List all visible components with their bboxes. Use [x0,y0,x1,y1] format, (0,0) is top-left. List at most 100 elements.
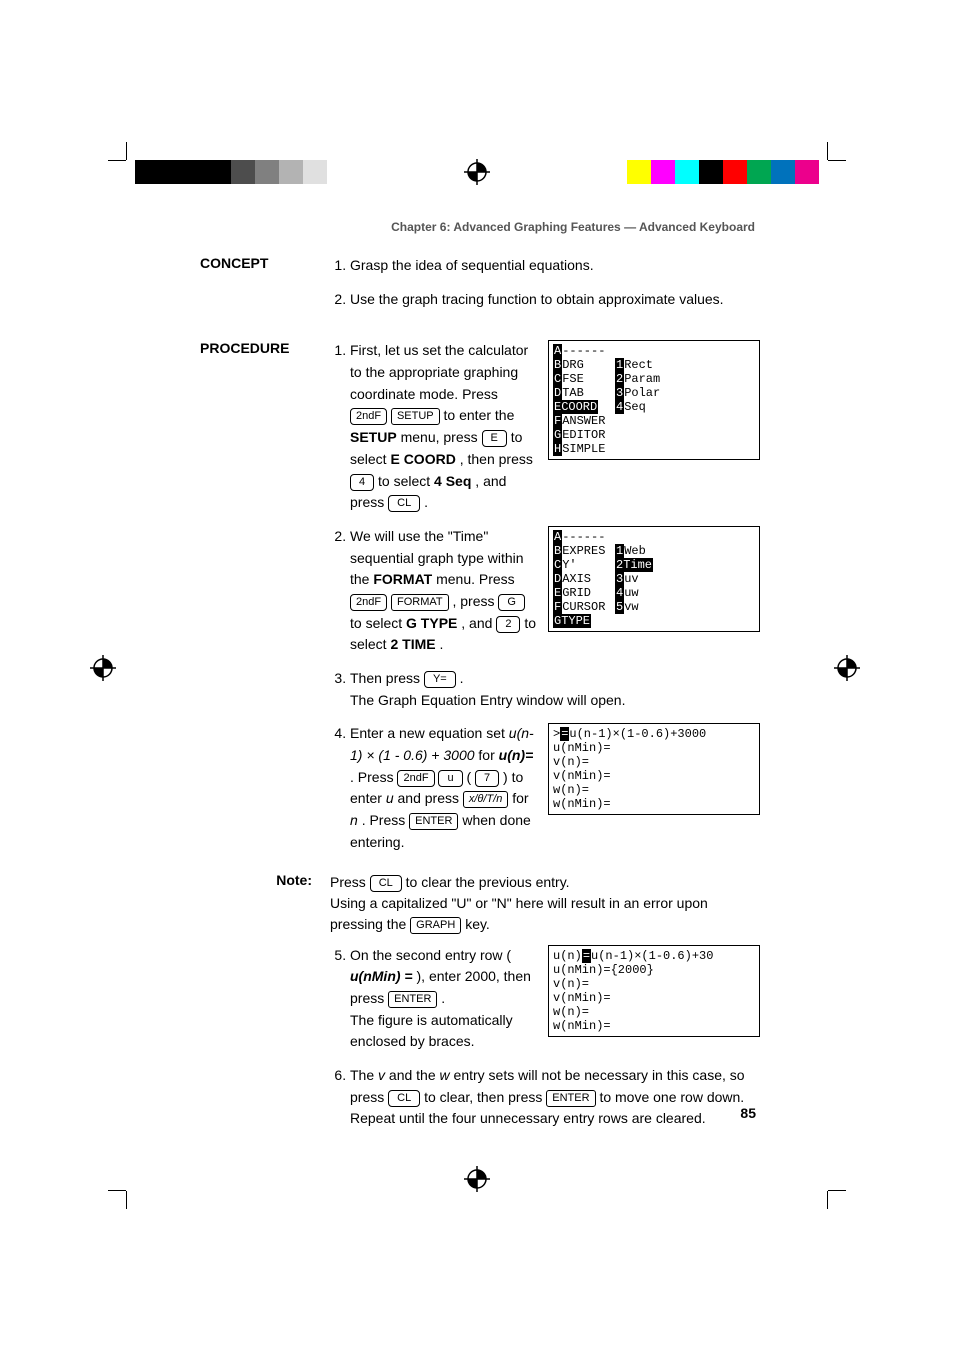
text: . [439,636,443,652]
bold-text: 4 Seq [434,473,471,489]
content-area: CONCEPT Grasp the idea of sequential equ… [200,255,760,1146]
text: Enter a new equation set [350,725,509,741]
procedure-step: The v and the w entry sets will not be n… [350,1065,760,1130]
text: . Press [362,812,409,828]
registration-swatch [135,160,159,184]
key-e: E [482,430,507,447]
key-2ndf: 2ndF [350,594,387,611]
key-4: 4 [350,474,374,491]
text: The [350,1067,378,1083]
key-enter: ENTER [409,813,458,830]
procedure-step: On the second entry row ( u(nMin) = ), e… [350,945,760,1053]
italic-text: u [386,790,394,806]
procedure-step: Then press Y= . The Graph Equation Entry… [350,668,760,711]
registration-bar-top [0,155,954,189]
text: The figure is automatically enclosed by … [350,1012,513,1050]
registration-swatch [627,160,651,184]
note-label: Note: [200,872,330,935]
registration-swatch [159,160,183,184]
registration-swatch [303,160,327,184]
registration-swatch [747,160,771,184]
registration-swatch [771,160,795,184]
key-cl: CL [388,495,420,512]
bold-text: SETUP [350,429,397,445]
text: to select [378,473,434,489]
registration-target-icon [834,655,864,685]
concept-item: Use the graph tracing function to obtain… [350,289,760,311]
text: to select [350,615,406,631]
chapter-header: Chapter 6: Advanced Graphing Features — … [200,220,755,234]
key-enter: ENTER [546,1090,595,1107]
text: First, let us set the calculator to the … [350,342,528,401]
bold-italic-text: u(nMin) = [350,968,413,984]
italic-text: w [440,1067,450,1083]
text: , and [461,615,496,631]
calculator-screen: u(n)=u(n-1)×(1-0.6)+30u(nMin)={2000}v(n)… [548,945,760,1037]
text: and press [398,790,463,806]
procedure-list-cont: On the second entry row ( u(nMin) = ), e… [330,945,760,1131]
text: Using a capitalized "U" or "N" here will… [330,895,708,932]
italic-text: v [378,1067,385,1083]
bold-text: FORMAT [373,571,432,587]
registration-target-icon [90,655,120,685]
key-2ndf: 2ndF [350,408,387,425]
text: menu. Press [436,571,515,587]
key-7: 7 [475,770,499,787]
procedure-step: We will use the "Time" sequential graph … [350,526,760,656]
key-cl: CL [370,875,402,892]
text: to enter the [444,407,515,423]
text: , press [452,593,498,609]
registration-swatch [231,160,255,184]
key-u: u [438,770,462,787]
text: to clear, then press [424,1089,546,1105]
text: to clear the previous entry. [406,874,570,890]
key-format: FORMAT [391,594,449,611]
key-cl: CL [388,1090,420,1107]
procedure-label: PROCEDURE [200,340,330,356]
key-g: G [498,594,525,611]
registration-swatch [255,160,279,184]
key-2: 2 [496,616,520,633]
registration-target-icon [462,1164,492,1194]
procedure-step: Enter a new equation set u(n-1) × (1 - 0… [350,723,760,853]
bold-text: G TYPE [406,615,457,631]
text: and the [389,1067,440,1083]
procedure-step: First, let us set the calculator to the … [350,340,760,514]
registration-swatch [651,160,675,184]
calculator-screen: >=u(n-1)×(1-0.6)+3000u(nMin)=v(n)=v(nMin… [548,723,760,815]
bold-italic-text: u(n)= [499,747,534,763]
bold-text: E COORD [390,451,455,467]
key-setup: SETUP [391,408,440,425]
registration-swatch [279,160,303,184]
concept-item: Grasp the idea of sequential equations. [350,255,760,277]
text: Then press [350,670,424,686]
registration-swatch [723,160,747,184]
text: . [460,670,464,686]
text: Press [330,874,370,890]
text: . [424,494,428,510]
text: ( [466,769,471,785]
key-graph: GRAPH [410,917,461,934]
text: . [441,990,445,1006]
text: The Graph Equation Entry window will ope… [350,692,625,708]
key-2ndf: 2ndF [397,770,434,787]
key-xvar: x/θ/T/n [463,791,508,808]
text: , then press [460,451,533,467]
key-y-equals: Y= [424,671,456,688]
text: key. [465,916,490,932]
key-enter: ENTER [388,991,437,1008]
page: Chapter 6: Advanced Graphing Features — … [0,0,954,1351]
note-block: Note: Press CL to clear the previous ent… [200,872,760,935]
registration-swatch [675,160,699,184]
concept-label: CONCEPT [200,255,330,271]
text: for [478,747,498,763]
procedure-list: First, let us set the calculator to the … [330,340,760,853]
page-number: 85 [740,1105,756,1121]
italic-text: n [350,812,358,828]
registration-bar-bottom [0,1162,954,1196]
text: On the second entry row ( [350,947,511,963]
bold-text: 2 TIME [390,636,435,652]
text: . Press [350,769,397,785]
calculator-screen: A------BEXPRES1WebCY'2TimeDAXIS3uvEGRID4… [548,526,760,632]
registration-swatch [795,160,819,184]
